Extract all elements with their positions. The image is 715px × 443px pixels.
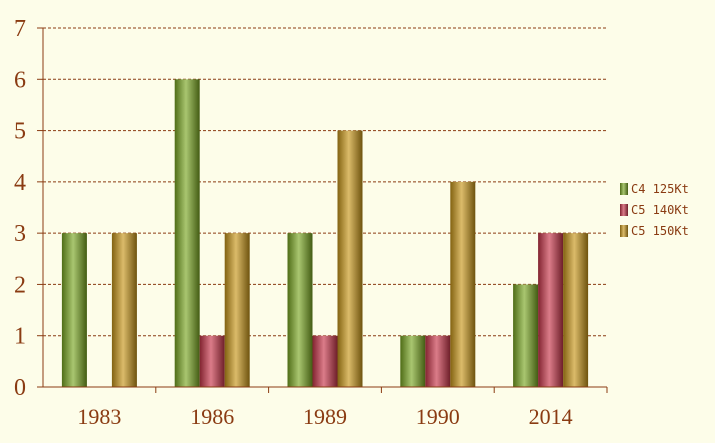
y-tick-label: 7 — [14, 16, 26, 42]
legend-swatch — [620, 204, 628, 216]
bar-1989-1 — [312, 335, 338, 387]
y-tick-label: 5 — [14, 119, 26, 145]
bar-1986-2 — [224, 233, 250, 387]
bar-1989-2 — [337, 130, 363, 388]
bar-layer — [61, 79, 589, 388]
y-tick-label: 6 — [14, 67, 26, 93]
legend-swatch — [620, 225, 628, 237]
grid-layer — [43, 27, 607, 337]
bar-1989-0 — [287, 233, 313, 387]
axis-layer: 0 1 2 3 4 5 6 7 1983 1986 1989 1990 2014 — [14, 16, 608, 429]
legend-swatch — [620, 183, 628, 195]
x-tick-label: 1990 — [416, 404, 460, 429]
x-tick-label: 1989 — [303, 404, 347, 429]
legend-label: C5 150Kt — [631, 224, 689, 238]
bar-1986-0 — [174, 79, 200, 388]
y-tick-label: 2 — [14, 272, 26, 298]
bar-1983-2 — [111, 233, 137, 387]
bar-1986-1 — [199, 335, 225, 387]
y-tick-label: 1 — [14, 324, 26, 350]
legend: C4 125Kt C5 140Kt C5 150Kt — [620, 182, 689, 238]
bar-2014-2 — [563, 233, 589, 387]
bar-1990-2 — [450, 181, 476, 387]
y-tick-label: 4 — [14, 170, 26, 196]
bar-1990-1 — [425, 335, 451, 387]
y-tick-label: 3 — [14, 221, 26, 247]
x-tick-label: 1986 — [190, 404, 234, 429]
bar-2014-1 — [538, 233, 564, 387]
legend-label: C5 140Kt — [631, 203, 689, 217]
y-tick-label: 0 — [14, 375, 26, 401]
x-tick-label: 1983 — [77, 404, 121, 429]
bar-2014-0 — [513, 284, 539, 387]
bar-1990-0 — [400, 335, 426, 387]
bar-1983-0 — [61, 233, 87, 387]
legend-label: C4 125Kt — [631, 182, 689, 196]
x-tick-label: 2014 — [529, 404, 573, 429]
